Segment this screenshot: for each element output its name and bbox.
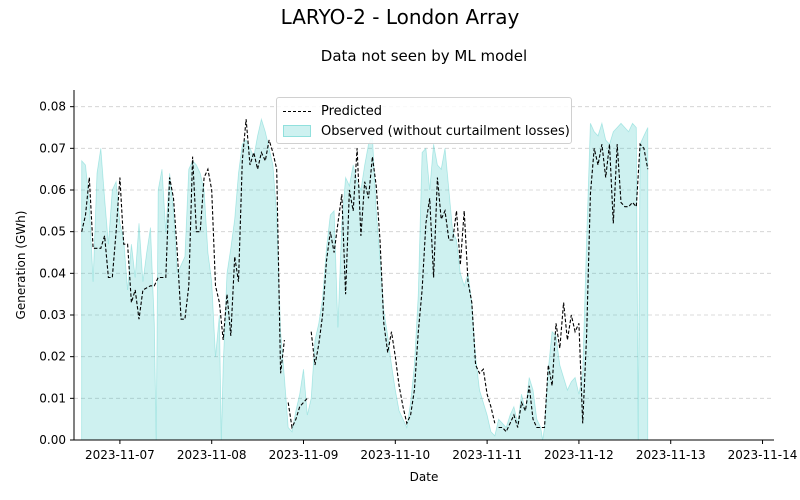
y-tick-label: 0.00 <box>39 433 66 447</box>
legend-swatch-predicted <box>283 110 311 112</box>
y-axis-label: Generation (GWh) <box>14 211 28 320</box>
chart-subtitle: Data not seen by ML model <box>320 47 528 65</box>
observed-area-layer <box>81 117 649 441</box>
legend-item-predicted: Predicted <box>283 102 382 120</box>
legend-swatch-observed <box>283 125 311 137</box>
y-tick-label: 0.07 <box>39 141 66 155</box>
legend-label-observed: Observed (without curtailment losses) <box>321 123 570 139</box>
y-tick-label: 0.05 <box>39 225 66 239</box>
y-tick-label: 0.06 <box>39 183 66 197</box>
y-tick-label: 0.04 <box>39 266 66 280</box>
predicted-line <box>81 119 285 374</box>
predicted-line <box>498 142 649 433</box>
x-tick-label: 2023-11-07 <box>85 448 155 462</box>
y-tick-label: 0.01 <box>39 391 66 405</box>
x-tick-label: 2023-11-08 <box>177 448 247 462</box>
axes <box>70 90 774 444</box>
y-tick-label: 0.08 <box>39 100 66 114</box>
legend-label-predicted: Predicted <box>321 103 383 119</box>
predicted-line <box>287 397 308 430</box>
legend-item-observed: Observed (without curtailment losses) <box>283 122 570 140</box>
grid-lines <box>74 106 774 399</box>
x-tick-label: 2023-11-12 <box>544 448 614 462</box>
x-axis-label: Date <box>410 470 439 484</box>
x-tick-label: 2023-11-14 <box>728 448 798 462</box>
x-tick-label: 2023-11-09 <box>269 448 339 462</box>
y-tick-label: 0.03 <box>39 308 66 322</box>
tick-labels: 0.00 0.01 0.02 0.03 0.04 0.05 0.06 0.07 0.08 2023… <box>39 100 797 462</box>
x-tick-label: 2023-11-10 <box>360 448 430 462</box>
chart-suptitle: LARYO-2 - London Array <box>280 5 520 29</box>
x-tick-label: 2023-11-11 <box>452 448 522 462</box>
predicted-line <box>310 148 496 426</box>
observed-area <box>81 117 649 441</box>
chart-legend: Predicted Observed (without curtailment … <box>276 97 572 144</box>
y-tick-label: 0.02 <box>39 350 66 364</box>
x-tick-label: 2023-11-13 <box>636 448 706 462</box>
predicted-line-layer <box>81 119 649 433</box>
